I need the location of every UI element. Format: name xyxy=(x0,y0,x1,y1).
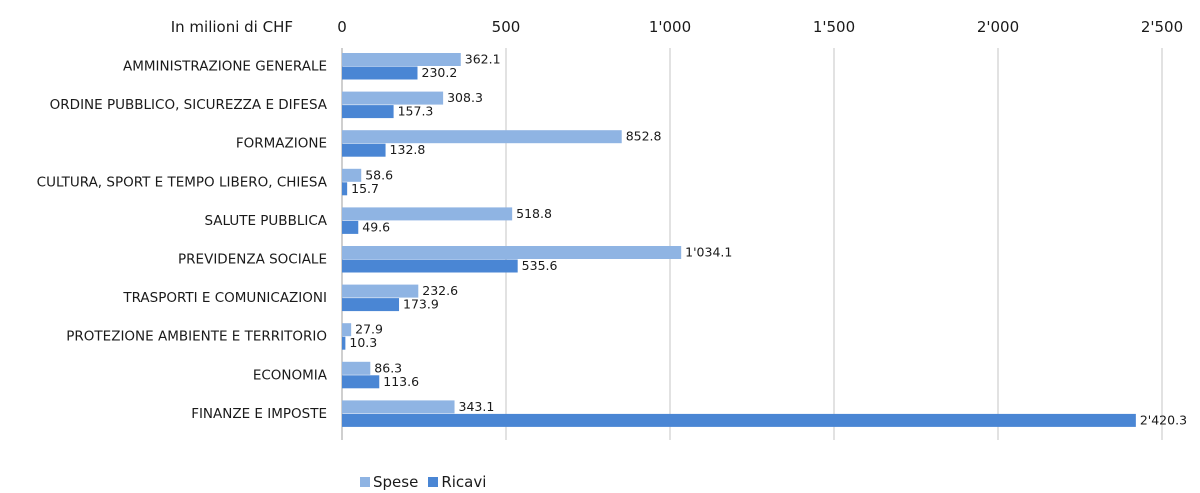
tick-label: 2'000 xyxy=(977,18,1019,36)
category-label: SALUTE PUBBLICA xyxy=(204,213,327,229)
bar-spese xyxy=(342,130,622,144)
bar-ricavi xyxy=(342,66,418,80)
bar-spese xyxy=(342,246,682,259)
data-label: 10.3 xyxy=(349,335,377,350)
data-label: 58.6 xyxy=(365,167,393,182)
tick-label: 500 xyxy=(492,18,521,36)
bar-ricavi xyxy=(342,375,380,389)
data-label: 232.6 xyxy=(422,283,458,298)
data-label: 86.3 xyxy=(374,360,402,375)
data-label: 518.8 xyxy=(516,206,552,221)
legend-label-spese: Spese xyxy=(373,473,419,491)
tick-label: 1'000 xyxy=(649,18,691,36)
category-label: FINANZE E IMPOSTE xyxy=(191,406,327,422)
legend-item-ricavi: Ricavi xyxy=(428,473,486,491)
tick-label: 1'500 xyxy=(813,18,855,36)
bar-spese xyxy=(342,323,352,337)
bar-spese xyxy=(342,168,362,182)
category-label: PREVIDENZA SOCIALE xyxy=(178,252,327,268)
legend-swatch-ricavi xyxy=(428,477,439,487)
category-label: ORDINE PUBBLICO, SICUREZZA E DIFESA xyxy=(50,97,328,113)
tick-label: 0 xyxy=(337,18,347,36)
bar-spese xyxy=(342,53,461,66)
data-label: 49.6 xyxy=(362,219,390,234)
data-label: 27.9 xyxy=(355,322,383,337)
data-label: 113.6 xyxy=(383,374,419,389)
unit-label: In milioni di CHF xyxy=(171,18,293,36)
bar-ricavi xyxy=(342,336,346,350)
bar-ricavi xyxy=(342,413,1136,427)
category-label: TRASPORTI E COMUNICAZIONI xyxy=(122,290,327,306)
bar-ricavi xyxy=(342,105,394,119)
bar-spese xyxy=(342,91,444,105)
bar-spese xyxy=(342,207,513,221)
category-label: FORMAZIONE xyxy=(236,136,327,152)
data-label: 15.7 xyxy=(351,181,379,196)
data-label: 535.6 xyxy=(522,258,558,273)
legend-item-spese: Spese xyxy=(360,473,418,491)
legend-label-ricavi: Ricavi xyxy=(441,473,487,491)
bar-ricavi xyxy=(342,220,359,234)
data-label: 2'420.3 xyxy=(1140,412,1187,427)
category-label: PROTEZIONE AMBIENTE E TERRITORIO xyxy=(66,329,327,345)
category-label: AMMINISTRAZIONE GENERALE xyxy=(123,59,327,75)
data-label: 362.1 xyxy=(465,52,501,67)
bar-ricavi xyxy=(342,298,400,312)
category-label: CULTURA, SPORT E TEMPO LIBERO, CHIESA xyxy=(37,174,328,190)
data-label: 173.9 xyxy=(403,297,439,312)
bar-ricavi xyxy=(342,259,518,273)
data-label: 157.3 xyxy=(398,104,434,119)
data-label: 230.2 xyxy=(422,65,458,80)
category-label: ECONOMIA xyxy=(253,367,328,383)
bar-ricavi xyxy=(342,143,386,157)
bar-spese xyxy=(342,284,419,298)
data-label: 132.8 xyxy=(390,142,426,157)
data-label: 852.8 xyxy=(626,129,662,144)
data-label: 1'034.1 xyxy=(685,245,732,260)
legend: Spese Ricavi xyxy=(360,473,490,491)
tick-label: 2'500 xyxy=(1141,18,1183,36)
data-label: 308.3 xyxy=(447,90,483,105)
bar-spese xyxy=(342,400,455,414)
bar-spese xyxy=(342,361,371,375)
legend-swatch-spese xyxy=(360,477,370,487)
data-label: 343.1 xyxy=(459,399,495,414)
bar-ricavi xyxy=(342,182,348,196)
